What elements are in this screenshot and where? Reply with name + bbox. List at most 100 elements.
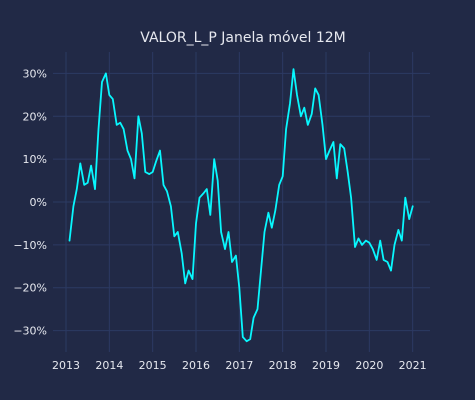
data-point — [112, 99, 113, 100]
data-point — [354, 246, 355, 247]
data-point — [329, 150, 330, 151]
data-point — [73, 206, 74, 207]
data-point — [174, 236, 175, 237]
data-point — [401, 240, 402, 241]
data-point — [398, 229, 399, 230]
data-point — [260, 270, 261, 271]
data-point — [380, 240, 381, 241]
series-line — [68, 68, 414, 343]
data-point — [185, 283, 186, 284]
data-point — [149, 174, 150, 175]
y-axis-ticks: 30% 20% 10% 0% −10% −20% −30% — [13, 67, 47, 337]
data-point — [76, 189, 77, 190]
data-point — [300, 116, 301, 117]
x-axis-ticks: 2013 2014 2015 2016 2017 2018 2019 2020 2021 — [52, 359, 427, 372]
data-point — [87, 182, 88, 183]
data-point — [253, 317, 254, 318]
data-point — [296, 94, 297, 95]
data-point — [170, 206, 171, 207]
data-point — [224, 249, 225, 250]
data-point — [365, 240, 366, 241]
data-point — [127, 150, 128, 151]
x-tick-label: 2013 — [52, 359, 80, 372]
data-point — [214, 159, 215, 160]
data-point — [98, 129, 99, 130]
data-point — [246, 341, 247, 342]
x-tick-label: 2021 — [399, 359, 427, 372]
y-tick-label: −20% — [13, 282, 47, 295]
data-point — [84, 184, 85, 185]
data-point — [311, 114, 312, 115]
data-point — [163, 184, 164, 185]
data-point — [409, 219, 410, 220]
data-point — [120, 122, 121, 123]
x-tick-label: 2020 — [355, 359, 383, 372]
data-point — [116, 124, 117, 125]
data-point — [69, 240, 70, 241]
data-point — [239, 287, 240, 288]
data-point — [412, 206, 413, 207]
data-point — [358, 238, 359, 239]
data-point — [203, 193, 204, 194]
data-point — [192, 279, 193, 280]
data-point — [347, 171, 348, 172]
data-point — [250, 339, 251, 340]
y-tick-label: 20% — [23, 110, 47, 123]
data-point — [242, 336, 243, 337]
data-point — [318, 94, 319, 95]
data-point — [101, 81, 102, 82]
data-point — [181, 253, 182, 254]
data-point — [376, 259, 377, 260]
data-point — [105, 73, 106, 74]
data-point — [123, 129, 124, 130]
data-point — [231, 261, 232, 262]
data-point — [336, 178, 337, 179]
data-point — [289, 103, 290, 104]
data-point — [271, 227, 272, 228]
data-point — [325, 159, 326, 160]
x-tick-label: 2018 — [269, 359, 297, 372]
data-point — [228, 231, 229, 232]
data-point — [282, 176, 283, 177]
data-point — [315, 88, 316, 89]
data-point — [322, 124, 323, 125]
data-point — [109, 94, 110, 95]
data-point — [344, 148, 345, 149]
y-tick-label: 30% — [23, 67, 47, 80]
x-tick-label: 2015 — [139, 359, 167, 372]
chart-title: VALOR_L_P Janela móvel 12M — [140, 30, 345, 46]
data-point — [177, 231, 178, 232]
data-point — [152, 171, 153, 172]
data-point — [141, 133, 142, 134]
data-point — [94, 189, 95, 190]
series-group — [68, 68, 414, 343]
data-point — [293, 69, 294, 70]
data-point — [134, 178, 135, 179]
data-point — [268, 212, 269, 213]
y-tick-label: −10% — [13, 239, 47, 252]
data-point — [210, 214, 211, 215]
data-point — [257, 309, 258, 310]
y-tick-label: 10% — [23, 153, 47, 166]
x-tick-label: 2019 — [312, 359, 340, 372]
data-point — [80, 163, 81, 164]
data-point — [279, 184, 280, 185]
data-point — [217, 180, 218, 181]
data-point — [405, 197, 406, 198]
data-point — [351, 197, 352, 198]
data-point — [340, 144, 341, 145]
x-tick-label: 2017 — [225, 359, 253, 372]
data-point — [159, 150, 160, 151]
x-tick-label: 2014 — [95, 359, 123, 372]
data-point — [286, 129, 287, 130]
data-point — [221, 231, 222, 232]
y-tick-label: 0% — [30, 196, 47, 209]
data-point — [390, 270, 391, 271]
data-point — [130, 159, 131, 160]
data-point — [369, 242, 370, 243]
x-tick-label: 2016 — [182, 359, 210, 372]
data-point — [333, 141, 334, 142]
data-point — [383, 259, 384, 260]
data-point — [91, 165, 92, 166]
